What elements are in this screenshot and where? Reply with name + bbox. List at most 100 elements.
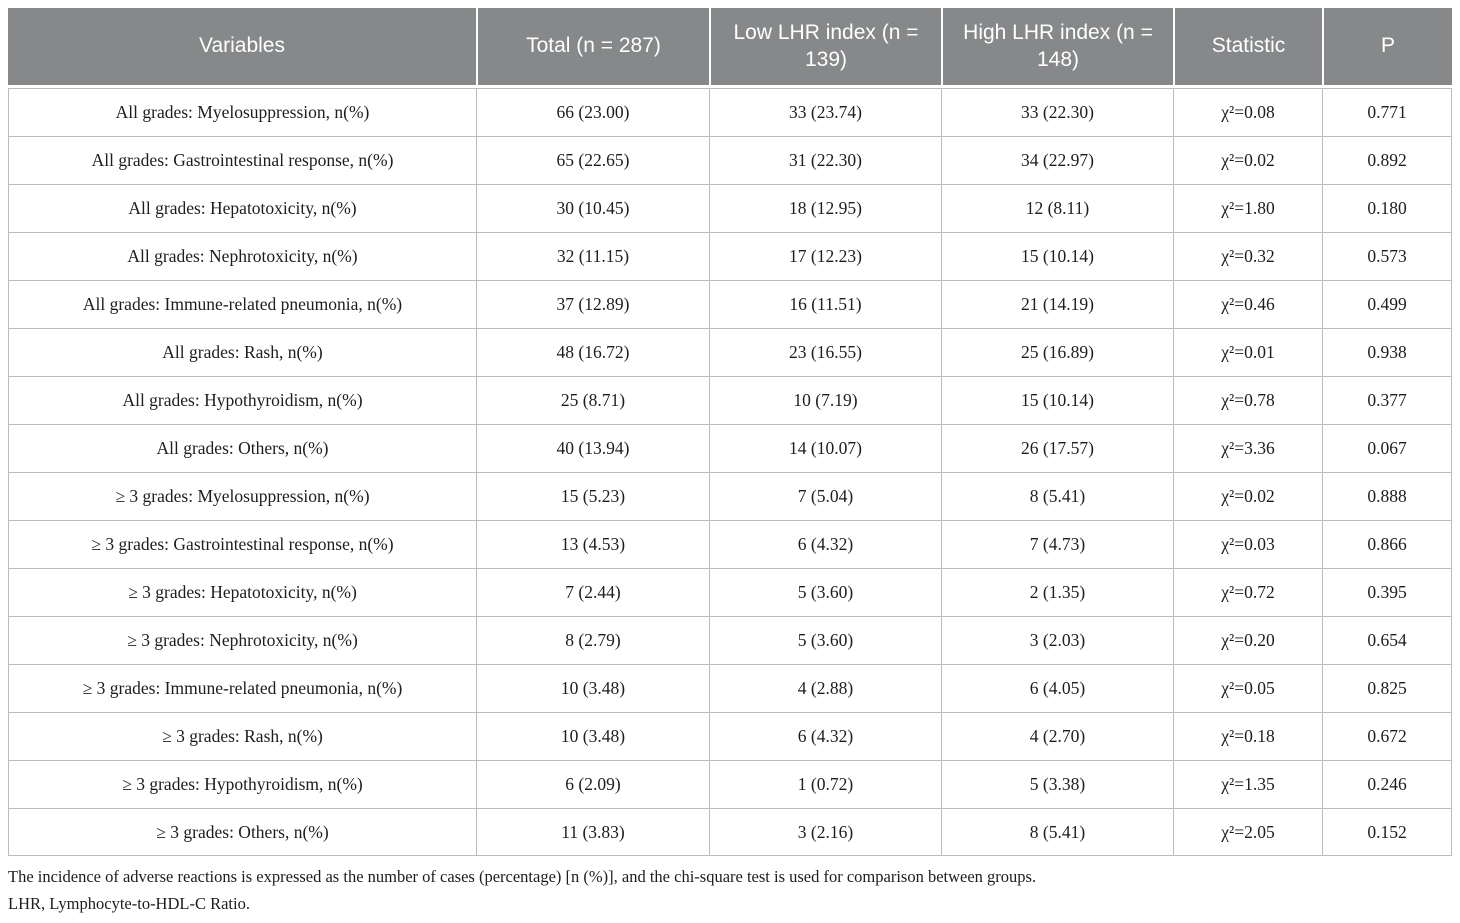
- table-header: Variables Total (n = 287) Low LHR index …: [8, 8, 1452, 88]
- cell-statistic: χ²=0.01: [1173, 328, 1322, 376]
- table-row: All grades: Nephrotoxicity, n(%) 32 (11.…: [8, 232, 1452, 280]
- table-row: ≥ 3 grades: Rash, n(%) 10 (3.48) 6 (4.32…: [8, 712, 1452, 760]
- cell-low-lhr: 5 (3.60): [709, 568, 941, 616]
- cell-low-lhr: 17 (12.23): [709, 232, 941, 280]
- cell-high-lhr: 3 (2.03): [941, 616, 1173, 664]
- cell-low-lhr: 18 (12.95): [709, 184, 941, 232]
- cell-variable: ≥ 3 grades: Hypothyroidism, n(%): [8, 760, 476, 808]
- cell-p-value: 0.067: [1322, 424, 1452, 472]
- col-header-p: P: [1322, 8, 1452, 88]
- cell-statistic: χ²=1.80: [1173, 184, 1322, 232]
- cell-statistic: χ²=0.72: [1173, 568, 1322, 616]
- footnote-incidence: The incidence of adverse reactions is ex…: [8, 867, 1037, 886]
- cell-variable: ≥ 3 grades: Others, n(%): [8, 808, 476, 856]
- cell-total: 40 (13.94): [476, 424, 709, 472]
- cell-variable: All grades: Hepatotoxicity, n(%): [8, 184, 476, 232]
- cell-statistic: χ²=0.05: [1173, 664, 1322, 712]
- cell-p-value: 0.771: [1322, 88, 1452, 136]
- table-row: All grades: Hypothyroidism, n(%) 25 (8.7…: [8, 376, 1452, 424]
- cell-total: 30 (10.45): [476, 184, 709, 232]
- footnote-lhr-abbreviation: LHR, Lymphocyte-to-HDL-C Ratio.: [8, 894, 250, 914]
- cell-high-lhr: 6 (4.05): [941, 664, 1173, 712]
- col-header-statistic: Statistic: [1173, 8, 1322, 88]
- col-header-total: Total (n = 287): [476, 8, 709, 88]
- cell-statistic: χ²=0.32: [1173, 232, 1322, 280]
- cell-variable: ≥ 3 grades: Rash, n(%): [8, 712, 476, 760]
- cell-p-value: 0.888: [1322, 472, 1452, 520]
- cell-high-lhr: 8 (5.41): [941, 472, 1173, 520]
- cell-total: 32 (11.15): [476, 232, 709, 280]
- table-row: All grades: Rash, n(%) 48 (16.72) 23 (16…: [8, 328, 1452, 376]
- table-footnotes: The incidence of adverse reactions is ex…: [8, 863, 1452, 917]
- cell-high-lhr: 4 (2.70): [941, 712, 1173, 760]
- cell-p-value: 0.866: [1322, 520, 1452, 568]
- cell-low-lhr: 1 (0.72): [709, 760, 941, 808]
- cell-statistic: χ²=1.35: [1173, 760, 1322, 808]
- cell-statistic: χ²=2.05: [1173, 808, 1322, 856]
- table-body: All grades: Myelosuppression, n(%) 66 (2…: [8, 88, 1452, 856]
- cell-high-lhr: 7 (4.73): [941, 520, 1173, 568]
- cell-low-lhr: 6 (4.32): [709, 520, 941, 568]
- cell-variable: All grades: Others, n(%): [8, 424, 476, 472]
- cell-statistic: χ²=0.02: [1173, 136, 1322, 184]
- cell-total: 10 (3.48): [476, 664, 709, 712]
- cell-variable: ≥ 3 grades: Hepatotoxicity, n(%): [8, 568, 476, 616]
- cell-p-value: 0.892: [1322, 136, 1452, 184]
- col-header-variables: Variables: [8, 8, 476, 88]
- cell-p-value: 0.246: [1322, 760, 1452, 808]
- cell-total: 10 (3.48): [476, 712, 709, 760]
- cell-high-lhr: 15 (10.14): [941, 232, 1173, 280]
- cell-p-value: 0.499: [1322, 280, 1452, 328]
- table-row: ≥ 3 grades: Gastrointestinal response, n…: [8, 520, 1452, 568]
- cell-statistic: χ²=0.18: [1173, 712, 1322, 760]
- cell-variable: All grades: Immune-related pneumonia, n(…: [8, 280, 476, 328]
- cell-total: 11 (3.83): [476, 808, 709, 856]
- table-row: All grades: Gastrointestinal response, n…: [8, 136, 1452, 184]
- cell-total: 6 (2.09): [476, 760, 709, 808]
- table-row: All grades: Hepatotoxicity, n(%) 30 (10.…: [8, 184, 1452, 232]
- cell-p-value: 0.654: [1322, 616, 1452, 664]
- table-row: ≥ 3 grades: Others, n(%) 11 (3.83) 3 (2.…: [8, 808, 1452, 856]
- cell-statistic: χ²=0.02: [1173, 472, 1322, 520]
- cell-low-lhr: 23 (16.55): [709, 328, 941, 376]
- cell-high-lhr: 26 (17.57): [941, 424, 1173, 472]
- cell-variable: All grades: Rash, n(%): [8, 328, 476, 376]
- cell-variable: ≥ 3 grades: Myelosuppression, n(%): [8, 472, 476, 520]
- cell-low-lhr: 5 (3.60): [709, 616, 941, 664]
- table-row: All grades: Immune-related pneumonia, n(…: [8, 280, 1452, 328]
- cell-high-lhr: 2 (1.35): [941, 568, 1173, 616]
- cell-variable: All grades: Myelosuppression, n(%): [8, 88, 476, 136]
- col-header-high-lhr-index: High LHR index (n = 148): [941, 8, 1173, 88]
- table-row: All grades: Myelosuppression, n(%) 66 (2…: [8, 88, 1452, 136]
- cell-total: 37 (12.89): [476, 280, 709, 328]
- cell-variable: All grades: Nephrotoxicity, n(%): [8, 232, 476, 280]
- cell-high-lhr: 12 (8.11): [941, 184, 1173, 232]
- cell-variable: All grades: Gastrointestinal response, n…: [8, 136, 476, 184]
- cell-low-lhr: 14 (10.07): [709, 424, 941, 472]
- cell-statistic: χ²=3.36: [1173, 424, 1322, 472]
- cell-statistic: χ²=0.46: [1173, 280, 1322, 328]
- cell-high-lhr: 21 (14.19): [941, 280, 1173, 328]
- cell-variable: All grades: Hypothyroidism, n(%): [8, 376, 476, 424]
- cell-low-lhr: 7 (5.04): [709, 472, 941, 520]
- cell-variable: ≥ 3 grades: Gastrointestinal response, n…: [8, 520, 476, 568]
- cell-high-lhr: 5 (3.38): [941, 760, 1173, 808]
- cell-low-lhr: 10 (7.19): [709, 376, 941, 424]
- table-row: ≥ 3 grades: Myelosuppression, n(%) 15 (5…: [8, 472, 1452, 520]
- col-header-low-lhr-index: Low LHR index (n = 139): [709, 8, 941, 88]
- cell-low-lhr: 16 (11.51): [709, 280, 941, 328]
- cell-high-lhr: 25 (16.89): [941, 328, 1173, 376]
- cell-variable: ≥ 3 grades: Nephrotoxicity, n(%): [8, 616, 476, 664]
- cell-statistic: χ²=0.20: [1173, 616, 1322, 664]
- table-row: ≥ 3 grades: Immune-related pneumonia, n(…: [8, 664, 1452, 712]
- cell-p-value: 0.180: [1322, 184, 1452, 232]
- cell-total: 66 (23.00): [476, 88, 709, 136]
- cell-low-lhr: 3 (2.16): [709, 808, 941, 856]
- cell-total: 8 (2.79): [476, 616, 709, 664]
- cell-p-value: 0.152: [1322, 808, 1452, 856]
- cell-p-value: 0.672: [1322, 712, 1452, 760]
- cell-total: 15 (5.23): [476, 472, 709, 520]
- cell-low-lhr: 31 (22.30): [709, 136, 941, 184]
- cell-total: 65 (22.65): [476, 136, 709, 184]
